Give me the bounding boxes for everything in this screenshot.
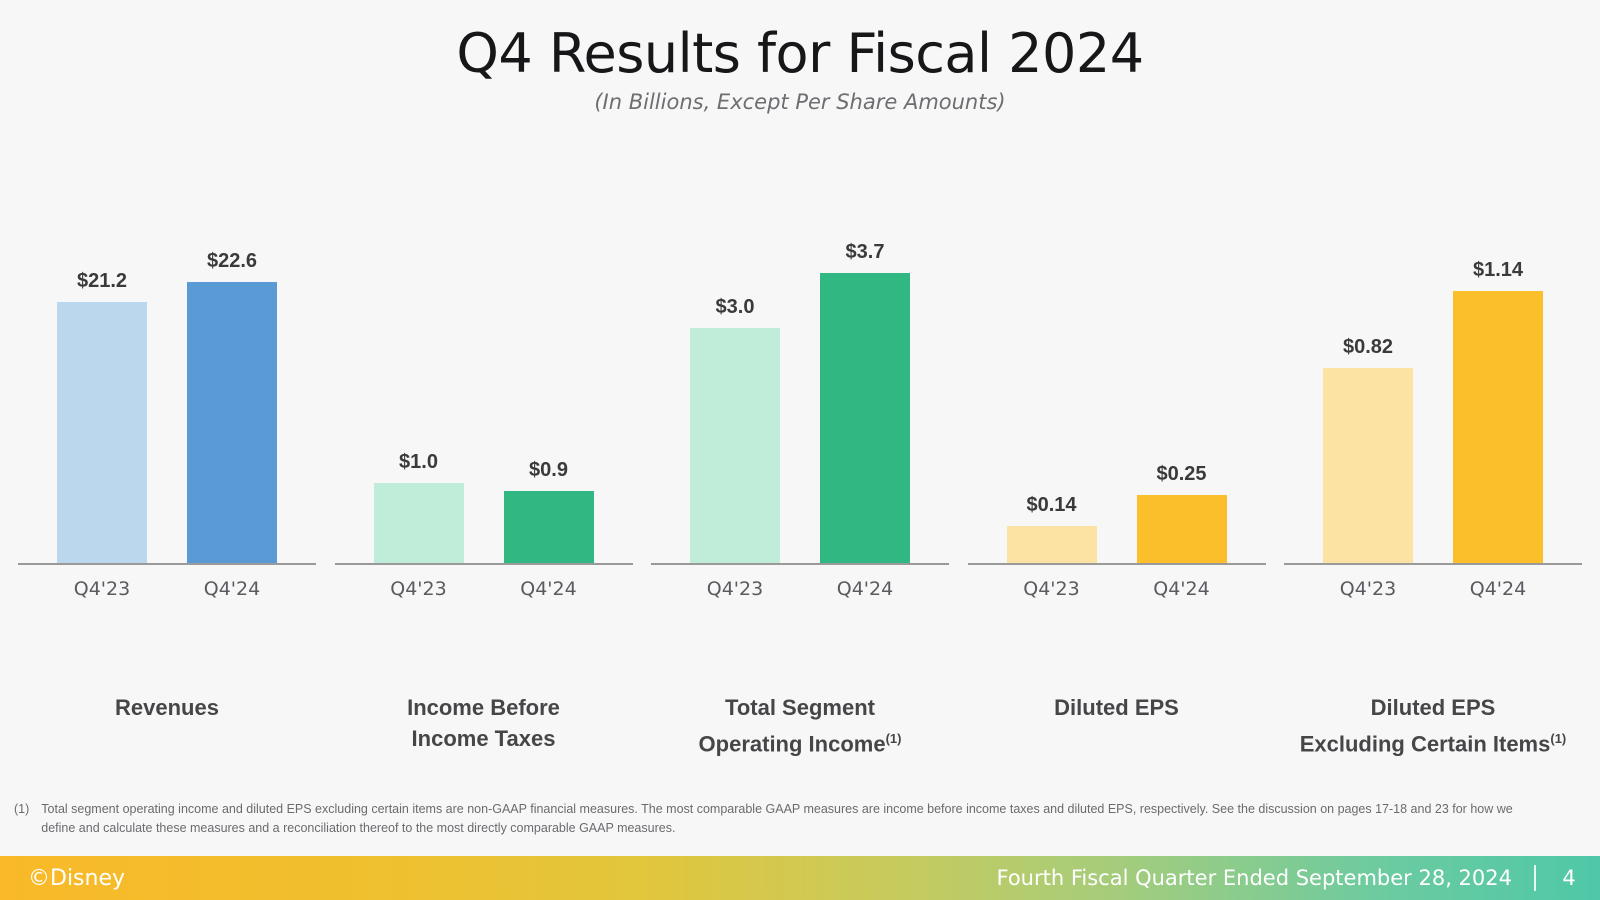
bar bbox=[503, 491, 594, 565]
bar-value-label: $0.9 bbox=[529, 459, 568, 481]
footnote-text: Total segment operating income and dilut… bbox=[41, 802, 1513, 835]
chart-group-title: Revenues bbox=[115, 695, 219, 720]
bar-value-label: $0.25 bbox=[1156, 463, 1207, 485]
chart-group: $21.2 $22.6 Q4'23 Q4'24 Revenues bbox=[18, 200, 316, 723]
bar-value-label: $3.7 bbox=[845, 241, 885, 263]
chart-group: $0.14 $0.25 Q4'23 Q4'24 Diluted EPS bbox=[967, 200, 1266, 723]
bar-chart: $21.2 $22.6 Q4'23 Q4'24 Revenues $1.0 $0.9 Q4'2… bbox=[0, 200, 1600, 760]
x-axis-tick-row: Q4'23 Q4'24 bbox=[657, 578, 943, 600]
bar-column: $21.2 bbox=[57, 200, 147, 565]
bar-column: $3.0 bbox=[690, 200, 780, 565]
bar-column: $1.0 bbox=[373, 200, 464, 565]
bar-column: $22.6 bbox=[187, 200, 277, 565]
plot-area: $0.82 $1.14 bbox=[1284, 200, 1582, 565]
footer-bar: ©Disney Fourth Fiscal Quarter Ended Sept… bbox=[0, 856, 1600, 900]
bar bbox=[1006, 526, 1097, 565]
copyright-label: ©Disney bbox=[28, 865, 126, 891]
plot-area: $21.2 $22.6 bbox=[18, 200, 316, 565]
bar-value-label: $0.82 bbox=[1342, 336, 1394, 358]
bar-value-label: $1.0 bbox=[399, 451, 438, 473]
x-axis-tick-label: Q4'24 bbox=[1153, 578, 1210, 600]
bar-column: $0.14 bbox=[1006, 200, 1097, 565]
bar-column: $0.25 bbox=[1136, 200, 1227, 565]
chart-group: $0.82 $1.14 Q4'23 Q4'24 Diluted EPS Excluding… bbox=[1284, 200, 1582, 759]
bar bbox=[187, 282, 277, 565]
axis-line bbox=[18, 563, 316, 565]
axis-line bbox=[1284, 563, 1582, 565]
bar bbox=[1323, 368, 1413, 565]
page-number: 4 bbox=[1562, 866, 1576, 890]
page-title: Q4 Results for Fiscal 2024 bbox=[456, 22, 1144, 85]
bar-value-label: $3.0 bbox=[715, 296, 755, 318]
footnote-reference: (1) bbox=[1550, 731, 1567, 746]
x-axis-tick-label: Q4'23 bbox=[1023, 578, 1080, 600]
footnote-reference: (1) bbox=[885, 731, 902, 746]
footer-right-group: Fourth Fiscal Quarter Ended September 28… bbox=[997, 865, 1581, 891]
footer-caption: Fourth Fiscal Quarter Ended September 28… bbox=[996, 866, 1513, 890]
footnote-marker: (1) bbox=[14, 802, 30, 816]
bar-value-label: $0.14 bbox=[1026, 494, 1077, 516]
bar bbox=[1453, 291, 1543, 565]
x-axis-tick-row: Q4'23 Q4'24 bbox=[24, 578, 310, 600]
footer-divider bbox=[1534, 865, 1536, 891]
chart-group-title: Diluted EPS Excluding Certain Items(1) bbox=[1299, 695, 1567, 757]
bar-value-label: $22.6 bbox=[206, 250, 258, 272]
plot-area: $3.0 $3.7 bbox=[651, 200, 949, 565]
chart-group-title: Diluted EPS bbox=[1054, 695, 1179, 720]
axis-line bbox=[334, 563, 633, 565]
title-block: Q4 Results for Fiscal 2024 (In Billions,… bbox=[0, 22, 1600, 114]
x-axis-tick-row: Q4'23 Q4'24 bbox=[341, 578, 627, 600]
bar-column: $0.9 bbox=[503, 200, 594, 565]
chart-group: $3.0 $3.7 Q4'23 Q4'24 Total Segment Operating… bbox=[651, 200, 949, 759]
bar-column: $1.14 bbox=[1453, 200, 1543, 565]
x-axis-tick-row: Q4'23 Q4'24 bbox=[974, 578, 1260, 600]
x-axis-tick-label: Q4'23 bbox=[1339, 578, 1397, 600]
plot-area: $0.14 $0.25 bbox=[967, 200, 1266, 565]
footnote: (1) Total segment operating income and d… bbox=[14, 800, 1534, 838]
bar bbox=[57, 302, 147, 565]
bar-value-label: $1.14 bbox=[1472, 259, 1524, 281]
bar bbox=[820, 273, 910, 565]
x-axis-tick-label: Q4'24 bbox=[1469, 578, 1527, 600]
chart-group-title: Income Before Income Taxes bbox=[407, 695, 560, 751]
x-axis-tick-label: Q4'24 bbox=[520, 578, 577, 600]
chart-group: $1.0 $0.9 Q4'23 Q4'24 Income Before Income Ta… bbox=[334, 200, 633, 754]
axis-line bbox=[967, 563, 1266, 565]
bar-column: $3.7 bbox=[820, 200, 910, 565]
bar-column: $0.82 bbox=[1323, 200, 1413, 565]
axis-line bbox=[651, 563, 949, 565]
x-axis-tick-label: Q4'24 bbox=[836, 578, 894, 600]
x-axis-tick-label: Q4'23 bbox=[73, 578, 131, 600]
chart-group-title: Total Segment Operating Income(1) bbox=[698, 695, 902, 757]
plot-area: $1.0 $0.9 bbox=[334, 200, 633, 565]
page-subtitle: (In Billions, Except Per Share Amounts) bbox=[594, 90, 1006, 114]
x-axis-tick-label: Q4'23 bbox=[390, 578, 447, 600]
x-axis-tick-label: Q4'23 bbox=[706, 578, 764, 600]
x-axis-tick-label: Q4'24 bbox=[203, 578, 261, 600]
bar bbox=[1136, 495, 1227, 565]
bar bbox=[373, 483, 464, 565]
x-axis-tick-row: Q4'23 Q4'24 bbox=[1290, 578, 1576, 600]
bar-value-label: $21.2 bbox=[76, 270, 128, 292]
bar bbox=[690, 328, 780, 565]
